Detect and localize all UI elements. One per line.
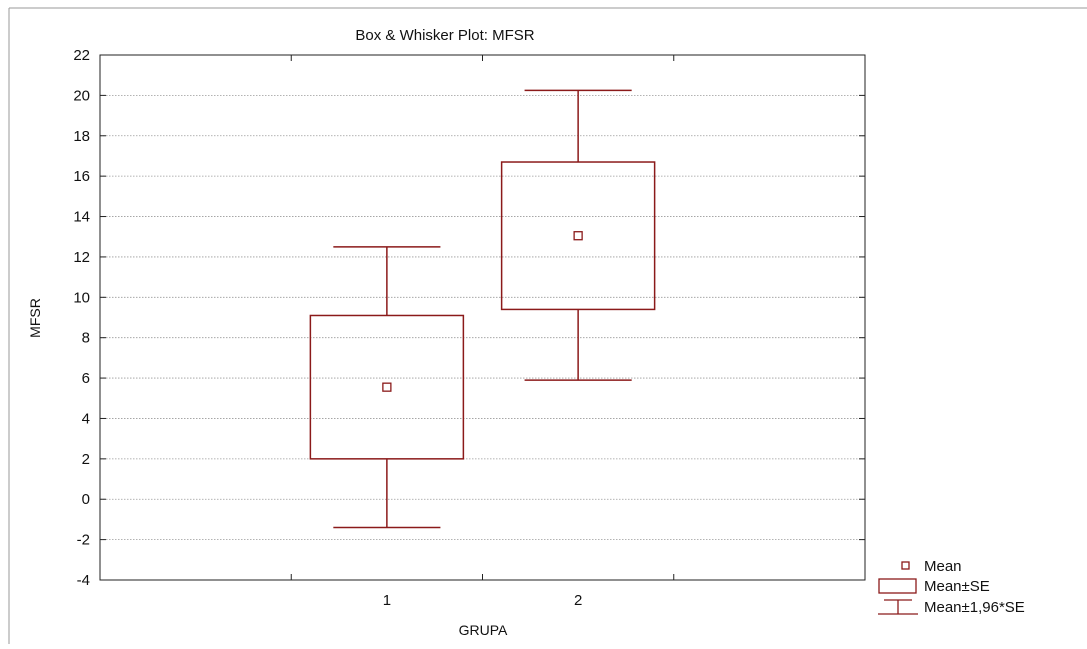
plot-area: [99, 54, 866, 581]
y-tick-label: -4: [77, 572, 90, 589]
y-tick-label: 6: [82, 370, 90, 387]
legend-whisker-marker: [878, 599, 918, 615]
legend-box-label: Mean±SE: [924, 578, 990, 595]
legend: Mean Mean±SE Mean±1,96*SE: [878, 558, 1025, 616]
y-tick-label: -2: [77, 532, 90, 549]
box-group-2: [500, 89, 656, 381]
x-axis-label: GRUPA: [459, 622, 508, 638]
mean-marker: [382, 382, 392, 392]
box-plots: [309, 89, 656, 529]
y-tick-label: 22: [73, 47, 90, 64]
y-tick-label: 10: [73, 289, 90, 306]
legend-whisker-label: Mean±1,96*SE: [924, 599, 1025, 616]
y-tick-label: 2: [82, 451, 90, 468]
y-tick-label: 12: [73, 249, 90, 266]
legend-mean-marker: [901, 561, 910, 570]
box-group-1: [309, 246, 465, 529]
x-tick-label: 1: [383, 592, 391, 609]
y-tick-label: 16: [73, 168, 90, 185]
chart-title: Box & Whisker Plot: MFSR: [355, 27, 534, 44]
grid-lines: [100, 94, 865, 541]
y-tick-label: 4: [82, 410, 90, 427]
y-tick-label: 0: [82, 491, 90, 508]
y-tick-label: 14: [73, 209, 90, 226]
x-tick-label: 2: [574, 592, 582, 609]
y-axis-ticks: -4 -2 0 2 4 6 8 10 12 14 16 18 20 22: [73, 47, 865, 589]
legend-box-marker: [878, 578, 917, 594]
y-tick-label: 18: [73, 128, 90, 145]
legend-mean-label: Mean: [924, 558, 962, 575]
se-box: [500, 161, 656, 311]
se-box: [309, 314, 465, 460]
mean-marker: [573, 231, 583, 241]
y-axis-label: MFSR: [27, 298, 43, 338]
y-tick-label: 8: [82, 330, 90, 347]
y-tick-label: 20: [73, 87, 90, 104]
